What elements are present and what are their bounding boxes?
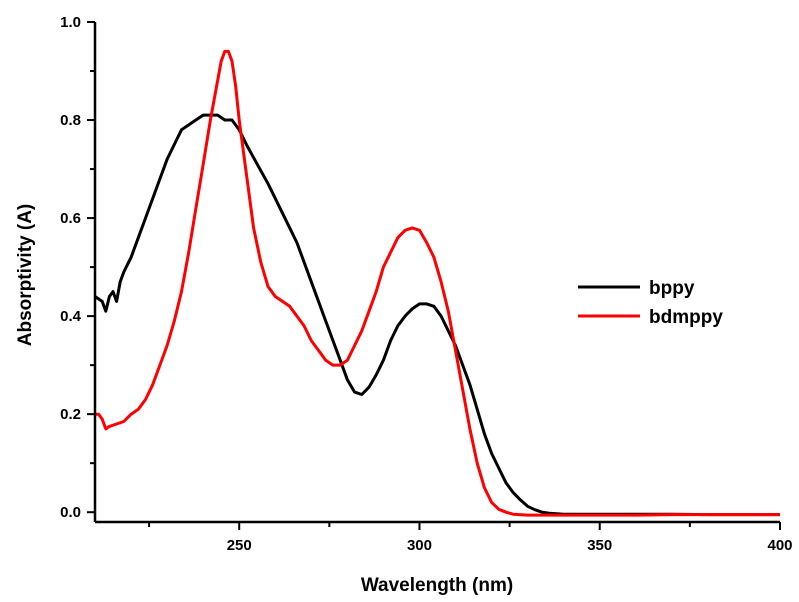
legend-label-bdmppy: bdmppy xyxy=(649,307,723,328)
series-line-bppy xyxy=(94,113,780,517)
series-line-bdmppy xyxy=(95,49,780,517)
y-tick-label: 0.2 xyxy=(60,406,81,423)
legend: bppy bdmppy xyxy=(578,278,723,328)
x-tick-label: 250 xyxy=(227,537,252,554)
x-tick-label: 300 xyxy=(407,537,432,554)
y-tick-label: 0.4 xyxy=(60,308,82,325)
axes xyxy=(93,22,780,524)
legend-label-bppy: bppy xyxy=(649,278,695,299)
x-tick-label: 400 xyxy=(767,537,792,554)
y-tick-label: 0.6 xyxy=(60,210,81,227)
y-tick-label: 0.8 xyxy=(60,112,81,129)
x-axis-title: Wavelength (nm) xyxy=(361,575,513,596)
y-tick-label: 0.0 xyxy=(60,504,81,521)
x-tick-label: 350 xyxy=(587,537,612,554)
y-tick-label: 1.0 xyxy=(60,14,81,31)
plot-lines xyxy=(94,49,780,517)
y-axis-title: Absorptivity (A) xyxy=(15,204,36,347)
ticks: 250 300 350 400 0.0 0.2 0.4 0.6 0.8 1.0 xyxy=(60,14,792,554)
